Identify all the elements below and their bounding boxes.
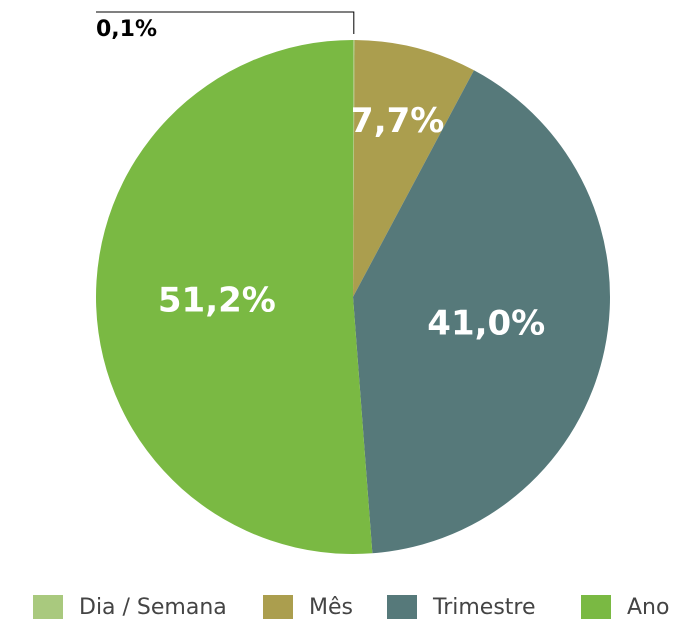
data-label: 0,1%	[96, 17, 157, 42]
legend-label: Mês	[309, 595, 353, 620]
legend-label: Trimestre	[432, 595, 536, 620]
pie-slice	[353, 40, 474, 298]
pie-slice	[96, 40, 373, 554]
legend-label: Ano	[627, 595, 669, 620]
leader-line	[96, 11, 355, 35]
legend-swatch	[581, 595, 611, 619]
pie-slice	[353, 40, 355, 297]
legend-label: Dia / Semana	[79, 595, 227, 620]
legend-swatch	[33, 595, 63, 619]
data-label: 41,0%	[427, 304, 545, 344]
data-label: 51,2%	[158, 281, 276, 321]
legend-swatch	[263, 595, 293, 619]
legend-swatch	[387, 595, 417, 619]
pie-slice	[353, 70, 611, 554]
data-label: 7,7%	[350, 101, 444, 141]
